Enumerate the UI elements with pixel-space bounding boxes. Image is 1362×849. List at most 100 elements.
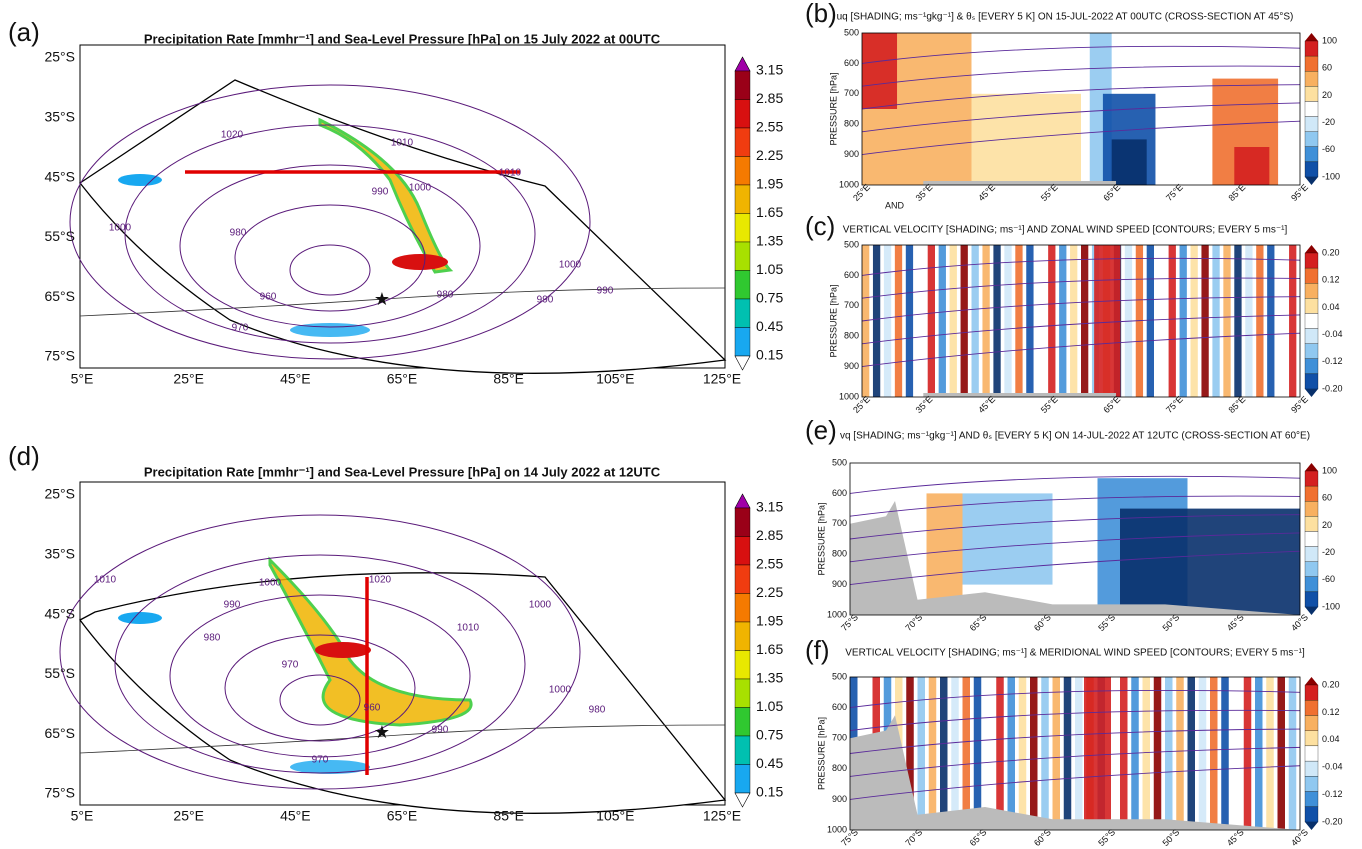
contour-label: 990	[537, 295, 554, 306]
shading	[872, 245, 881, 397]
lon-label: 125°E	[703, 371, 741, 387]
shading	[894, 245, 903, 397]
lon-label: 105°E	[596, 808, 634, 824]
colorbar-bin	[1304, 806, 1319, 823]
lon-label: 5°E	[71, 371, 94, 387]
y-tick-label: 500	[832, 457, 847, 467]
colorbar-bin	[1304, 358, 1319, 375]
shading	[1120, 508, 1300, 615]
isobar	[179, 164, 481, 328]
terrain	[923, 181, 1117, 185]
colorbar-label: 1.35	[756, 670, 783, 686]
shading	[862, 245, 870, 397]
colorbar-label: 0.12	[1322, 707, 1340, 717]
colorbar-label: -20	[1322, 117, 1335, 127]
colorbar-label: 2.25	[756, 584, 783, 600]
y-tick-label: 700	[832, 518, 847, 528]
lat-label: 45°S	[44, 168, 75, 184]
shading	[1288, 677, 1297, 830]
lon-label: 45°E	[280, 371, 311, 387]
shading	[1165, 677, 1173, 830]
shading	[1007, 677, 1015, 830]
storm-star: ★	[374, 289, 390, 309]
colorbar-bin	[734, 99, 751, 129]
y-tick-label: 1000	[827, 824, 847, 834]
section-frame	[849, 462, 1301, 616]
colorbar-bin	[734, 621, 751, 651]
colorbar-label: 0.15	[756, 784, 783, 800]
shading	[971, 245, 979, 397]
contour-label: 1010	[94, 575, 117, 586]
shading	[1190, 245, 1198, 397]
colorbar-bin	[1304, 760, 1319, 777]
colorbar-bin	[734, 184, 751, 214]
colorbar-bin	[1304, 328, 1319, 344]
shading	[1063, 677, 1072, 830]
map-title: Precipitation Rate [mmhr⁻¹] and Sea-Leve…	[144, 464, 661, 479]
shading	[1234, 245, 1242, 397]
shading	[1201, 245, 1209, 397]
colorbar-label: 60	[1322, 493, 1332, 503]
colorbar-label: 20	[1322, 520, 1332, 530]
colorbar-tip	[734, 56, 751, 72]
contour-label: 990	[224, 600, 241, 611]
colorbar-label: 0.20	[1322, 247, 1340, 257]
colorbar-bin	[1304, 591, 1319, 608]
shading	[1157, 245, 1165, 397]
lon-label: 85°E	[493, 371, 524, 387]
y-tick-label: 1000	[827, 609, 847, 619]
shading	[1212, 245, 1220, 397]
shading	[1232, 677, 1240, 830]
colorbar-tip	[1305, 607, 1318, 615]
y-tick-label: 900	[832, 579, 847, 589]
colorbar-bin	[734, 707, 751, 737]
shading	[1081, 245, 1089, 397]
shading	[1146, 245, 1154, 397]
contour-label: 1010	[457, 623, 480, 634]
lat-label: 55°S	[44, 228, 75, 244]
contour-label: 1000	[559, 260, 582, 271]
terrain	[850, 715, 1300, 830]
colorbar-bin	[1304, 576, 1319, 593]
isobar	[234, 204, 426, 312]
shading	[1094, 245, 1121, 397]
shading	[1289, 245, 1297, 397]
colorbar-bin	[1304, 745, 1319, 762]
shading	[862, 33, 898, 109]
shading	[1075, 677, 1083, 830]
y-tick-label: 500	[844, 27, 859, 37]
precip-band	[318, 117, 454, 274]
colorbar-tip	[1305, 245, 1318, 253]
contour-label: 1000	[529, 600, 552, 611]
colorbar-bin	[734, 213, 751, 243]
contour	[849, 746, 1301, 777]
shading	[883, 245, 892, 397]
contour	[861, 84, 1301, 110]
colorbar-tip	[1305, 463, 1318, 471]
shading	[962, 493, 1053, 585]
shading	[1142, 677, 1150, 830]
isobar	[59, 514, 581, 790]
lat-label: 75°S	[44, 785, 75, 801]
contour	[861, 277, 1301, 299]
colorbar-label: 3.15	[756, 62, 783, 78]
colorbar-bin	[1304, 501, 1319, 517]
shading	[1052, 677, 1060, 830]
shading	[1179, 245, 1187, 397]
shading	[982, 245, 990, 397]
colorbar-bin	[734, 327, 751, 357]
shading	[1153, 677, 1162, 830]
shading	[928, 677, 937, 830]
y-tick-label: 800	[844, 331, 859, 341]
shading	[962, 677, 970, 830]
shading	[927, 245, 935, 397]
y-tick-label: 900	[844, 361, 859, 371]
shading	[949, 245, 957, 397]
contour-label: 970	[282, 660, 299, 671]
contour-label: 1010	[391, 138, 414, 149]
colorbar-label: 0.12	[1322, 275, 1340, 285]
shading	[1198, 677, 1207, 830]
section-title: VERTICAL VELOCITY [SHADING; ms⁻¹] & MERI…	[845, 648, 1305, 659]
colorbar-tip	[1305, 822, 1318, 830]
